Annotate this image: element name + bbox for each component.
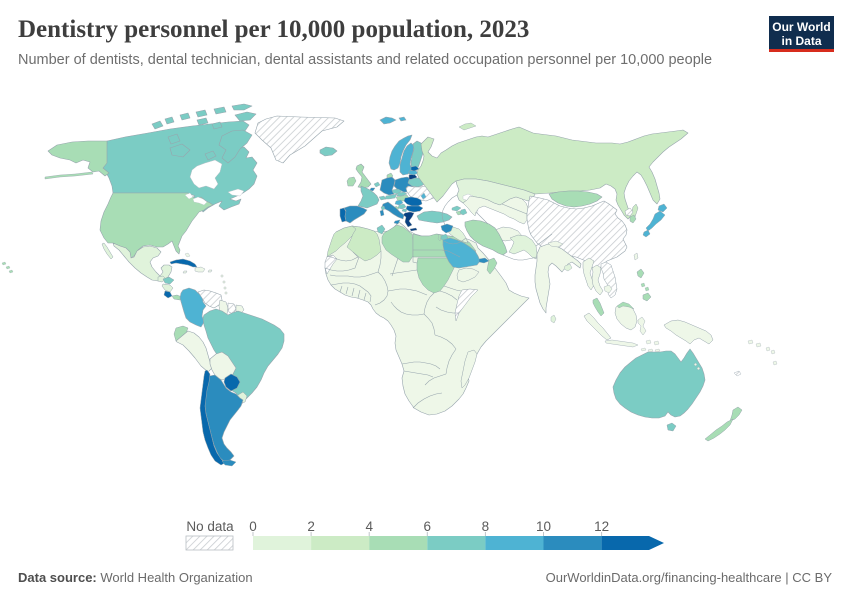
svg-text:4: 4 [365, 519, 373, 534]
svg-text:12: 12 [594, 519, 609, 534]
svg-text:10: 10 [536, 519, 551, 534]
svg-text:8: 8 [482, 519, 490, 534]
svg-text:0: 0 [249, 519, 257, 534]
svg-text:No data: No data [186, 519, 234, 534]
svg-text:2: 2 [307, 519, 315, 534]
svg-text:6: 6 [424, 519, 432, 534]
